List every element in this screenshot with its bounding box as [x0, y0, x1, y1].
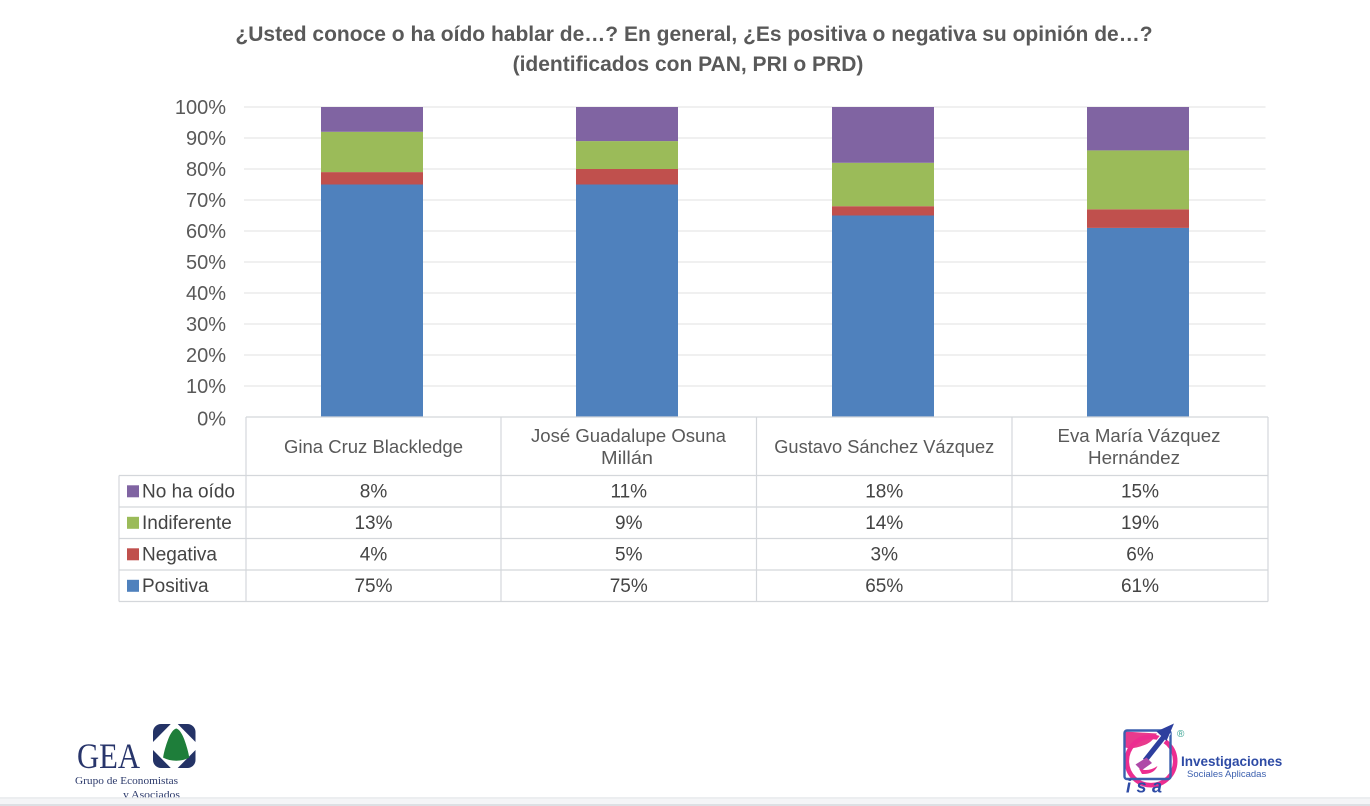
svg-text:Gustavo Sánchez Vázquez: Gustavo Sánchez Vázquez — [774, 437, 994, 457]
svg-text:Millán: Millán — [601, 448, 653, 468]
svg-text:5%: 5% — [615, 545, 643, 566]
svg-text:10%: 10% — [186, 376, 226, 398]
svg-text:Gina Cruz Blackledge: Gina Cruz Blackledge — [284, 437, 463, 457]
svg-text:GEA: GEA — [77, 736, 140, 776]
svg-text:Negativa: Negativa — [142, 545, 217, 566]
svg-text:15%: 15% — [1121, 482, 1159, 503]
svg-text:30%: 30% — [186, 314, 226, 336]
svg-text:9%: 9% — [615, 513, 643, 534]
svg-text:65%: 65% — [865, 576, 903, 597]
svg-text:Eva María Vázquez: Eva María Vázquez — [1058, 426, 1221, 446]
svg-text:61%: 61% — [1121, 576, 1159, 597]
svg-text:20%: 20% — [186, 345, 226, 367]
svg-text:80%: 80% — [186, 159, 226, 181]
svg-text:19%: 19% — [1121, 513, 1159, 534]
svg-text:Positiva: Positiva — [142, 576, 209, 597]
svg-text:4%: 4% — [360, 545, 388, 566]
svg-text:75%: 75% — [354, 576, 392, 597]
svg-text:Investigaciones: Investigaciones — [1181, 754, 1282, 769]
svg-text:isa: isa — [1126, 777, 1168, 797]
svg-text:®: ® — [1177, 729, 1185, 740]
svg-text:No ha oído: No ha oído — [142, 482, 235, 503]
svg-text:Hernández: Hernández — [1088, 448, 1180, 468]
svg-text:8%: 8% — [360, 482, 388, 503]
svg-text:José Guadalupe Osuna: José Guadalupe Osuna — [531, 426, 727, 446]
svg-text:75%: 75% — [610, 576, 648, 597]
svg-text:3%: 3% — [871, 545, 899, 566]
svg-text:14%: 14% — [865, 513, 903, 534]
svg-text:Sociales Aplicadas: Sociales Aplicadas — [1187, 769, 1266, 780]
svg-text:Indiferente: Indiferente — [142, 513, 232, 534]
svg-text:(identificados con PAN, PRI o: (identificados con PAN, PRI o PRD) — [513, 53, 864, 76]
svg-text:11%: 11% — [610, 482, 647, 503]
svg-text:18%: 18% — [865, 482, 903, 503]
svg-text:0%: 0% — [197, 409, 226, 431]
svg-text:60%: 60% — [186, 221, 226, 243]
svg-text:70%: 70% — [186, 190, 226, 212]
svg-text:50%: 50% — [186, 252, 226, 274]
svg-text:6%: 6% — [1126, 545, 1154, 566]
svg-text:Grupo de Economistas: Grupo de Economistas — [75, 775, 178, 787]
svg-text:¿Usted conoce o ha oído hablar: ¿Usted conoce o ha oído hablar de…? En g… — [235, 23, 1152, 46]
svg-text:40%: 40% — [186, 283, 226, 305]
svg-text:90%: 90% — [186, 128, 226, 150]
svg-text:100%: 100% — [175, 97, 226, 119]
svg-text:13%: 13% — [354, 513, 392, 534]
